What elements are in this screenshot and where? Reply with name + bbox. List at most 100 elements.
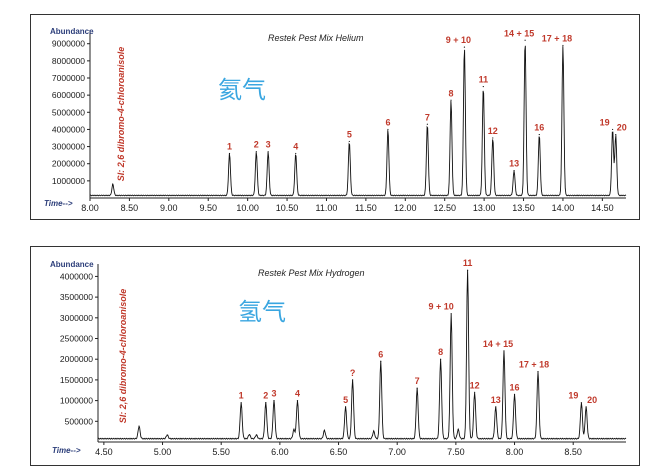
chart-title: Restek Pest Mix Hydrogen: [258, 268, 365, 278]
peak-apex: [248, 433, 250, 436]
peak-label: 9 + 10: [429, 302, 454, 312]
peak-apex: [524, 39, 526, 41]
peak-apex: [323, 429, 326, 432]
y-axis-title: Abundance: [50, 260, 94, 269]
internal-standard-label: SI: 2,6 dibromo-4-chloroanisole: [116, 47, 126, 182]
peak-apex: [416, 387, 418, 389]
peak-apex: [580, 402, 583, 404]
x-tick-label: 7.50: [447, 447, 465, 457]
chromatogram-hydrogen: 500000 1000000 1500000 2000000 2500000 300000…: [30, 246, 640, 466]
peak-apex: [503, 350, 505, 352]
chart-frame: [30, 246, 640, 466]
y-tick-label: 4000000: [60, 271, 93, 281]
y-tick-label: 2000000: [52, 159, 85, 169]
y-tick-label: 3000000: [52, 142, 85, 152]
y-tick-label: 1500000: [60, 375, 93, 385]
peak-apex: [463, 46, 466, 48]
peak-label: 11: [479, 75, 489, 85]
peak-label: 11: [463, 258, 473, 268]
x-tick-label: 12.00: [394, 203, 417, 213]
peak-label: 3: [271, 389, 276, 399]
peak-label: 1: [227, 141, 232, 151]
peak-label: ?: [350, 368, 356, 378]
chart-title: Restek Pest Mix Helium: [268, 33, 364, 43]
peak-label: 17 + 18: [519, 360, 549, 370]
gas-watermark: 氢气: [238, 298, 286, 326]
peak-label: 3: [266, 140, 271, 150]
peak-label: 8: [449, 88, 454, 98]
peak-apex: [240, 402, 242, 404]
x-tick-label: 8.00: [81, 203, 99, 213]
x-tick-label: 8.50: [121, 203, 139, 213]
peak-apex: [537, 371, 539, 373]
peak-apex: [457, 428, 459, 431]
peak-apex: [344, 406, 347, 408]
chart-frame: [30, 14, 640, 220]
gas-watermark: 氦气: [218, 76, 266, 104]
y-tick-label: 8000000: [52, 56, 85, 66]
y-tick-label: 1000000: [52, 176, 85, 186]
peak-apex: [513, 393, 516, 395]
peak-apex: [495, 406, 497, 408]
x-tick-label: 11.00: [316, 203, 338, 213]
peak-apex: [267, 151, 269, 153]
peak-apex: [293, 428, 295, 431]
x-tick-label: 8.00: [506, 447, 524, 457]
peak-apex: [585, 406, 587, 408]
chromatogram-helium: 1000000 2000000 3000000 4000000 5000000 60000…: [30, 14, 640, 220]
x-tick-label: 7.00: [388, 447, 406, 457]
x-tick-label: 8.50: [564, 447, 582, 457]
peak-apex: [373, 430, 375, 432]
y-tick-label: 3000000: [60, 313, 93, 323]
x-tick-label: 5.00: [154, 447, 172, 457]
y-tick-label: 500000: [65, 416, 94, 426]
peak-label: 20: [617, 123, 627, 133]
peak-apex: [612, 128, 614, 131]
peak-label: 4: [295, 389, 300, 399]
peak-apex: [255, 151, 257, 153]
x-tick-label: 14.00: [552, 203, 575, 213]
peak-apex: [112, 183, 114, 185]
peak-apex: [467, 269, 469, 271]
peak-apex: [296, 400, 299, 402]
x-tick-label: 6.50: [330, 447, 348, 457]
x-tick-label: 9.50: [199, 203, 217, 213]
y-axis-title: Abundance: [50, 27, 94, 36]
y-tick-label: 5000000: [52, 107, 85, 117]
x-tick-label: 10.00: [236, 203, 259, 213]
peak-apex: [492, 137, 494, 139]
peak-apex: [352, 379, 354, 381]
peak-label: 5: [343, 395, 348, 405]
peak-label: 6: [378, 349, 383, 359]
x-tick-label: 9.00: [160, 203, 178, 213]
peak-label: 7: [425, 112, 430, 122]
y-tick-label: 2000000: [60, 354, 93, 364]
peak-apex: [138, 425, 140, 427]
peak-apex: [450, 313, 452, 315]
chromatogram-trace: [89, 45, 627, 197]
peak-apex: [450, 99, 452, 101]
y-tick-label: 2500000: [60, 334, 93, 344]
peak-apex: [295, 152, 297, 155]
x-tick-label: 4.50: [95, 447, 113, 457]
peak-apex: [166, 434, 168, 436]
y-tick-label: 4000000: [52, 124, 85, 134]
peak-label: 12: [470, 380, 480, 390]
internal-standard-label: SI: 2,6 dibromo-4-chloroanisole: [118, 289, 128, 424]
peak-label: 2: [263, 391, 268, 401]
x-tick-label: 10.50: [276, 203, 299, 213]
x-tick-label: 6.00: [271, 447, 289, 457]
peak-label: 5: [347, 129, 352, 139]
peak-label: 14 + 15: [504, 28, 534, 38]
peak-label: 16: [510, 382, 520, 392]
peak-apex: [482, 85, 484, 88]
y-tick-label: 6000000: [52, 90, 85, 100]
peak-label: 17 + 18: [542, 33, 572, 43]
peak-apex: [273, 400, 275, 402]
peak-apex: [426, 123, 428, 125]
peak-label: 13: [491, 395, 501, 405]
y-tick-label: 3500000: [60, 292, 93, 302]
peak-apex: [265, 402, 267, 404]
peak-apex: [440, 358, 442, 360]
